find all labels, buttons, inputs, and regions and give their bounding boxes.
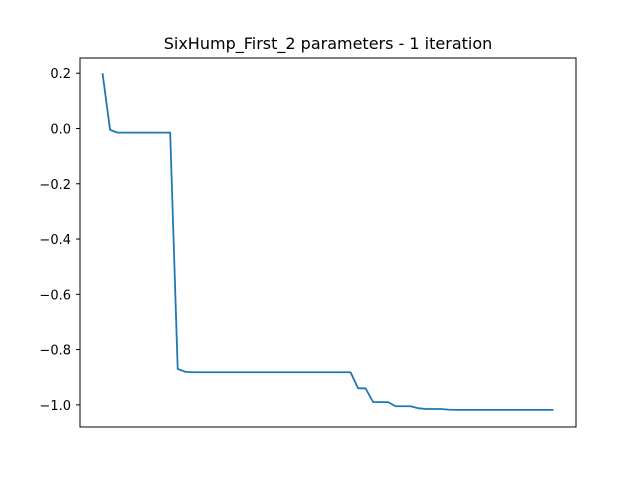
y-tick-label: 0.2 <box>50 67 71 82</box>
y-tick-label: −0.8 <box>39 344 71 359</box>
y-tick-label: 0.0 <box>50 122 71 137</box>
y-axis: 0.2 0.0 −0.2 −0.4 −0.6 −0.8 −1.0 <box>39 67 80 414</box>
y-tick-label: −0.6 <box>39 288 71 303</box>
series-layer <box>101 73 554 411</box>
y-tick-label: −0.4 <box>39 233 71 248</box>
series-line <box>101 73 554 411</box>
y-tick-label: −1.0 <box>39 399 71 414</box>
plot-frame <box>79 57 577 428</box>
chart-title: SixHump_First_2 parameters - 1 iteration <box>164 34 493 54</box>
y-tick-label: −0.2 <box>39 178 71 193</box>
